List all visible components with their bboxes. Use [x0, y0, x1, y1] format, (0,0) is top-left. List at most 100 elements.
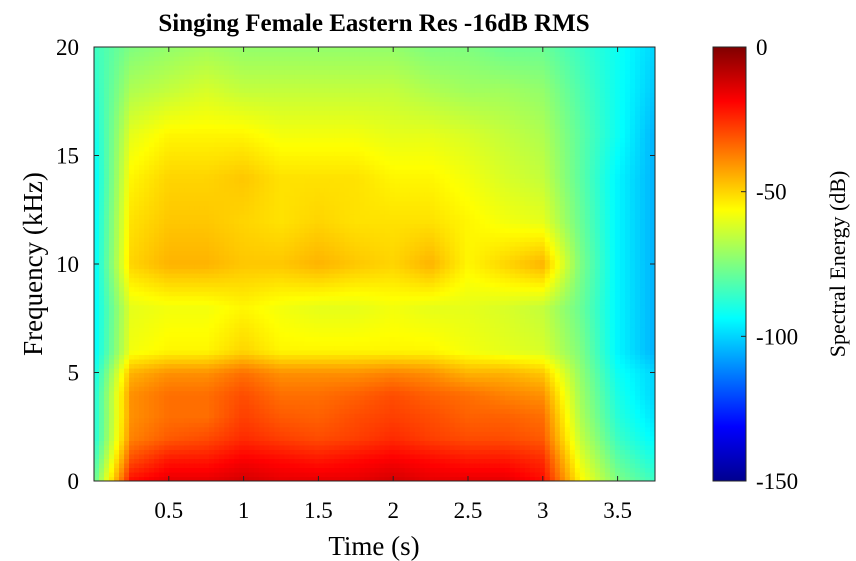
- heatmap-cell: [379, 453, 386, 459]
- heatmap-cell: [214, 417, 220, 423]
- heatmap-cell: [439, 318, 446, 324]
- heatmap-cell: [424, 399, 431, 405]
- heatmap-cell: [599, 444, 606, 450]
- heatmap-cell: [369, 440, 376, 446]
- heatmap-cell: [149, 417, 155, 423]
- heatmap-cell: [499, 453, 506, 459]
- heatmap-cell: [529, 417, 536, 423]
- heatmap-cell: [414, 399, 421, 405]
- heatmap-cell: [459, 471, 466, 478]
- heatmap-cell: [399, 345, 406, 351]
- heatmap-cell: [459, 462, 466, 469]
- heatmap-cell: [379, 336, 386, 342]
- heatmap-cell: [359, 417, 366, 423]
- heatmap-cell: [429, 458, 436, 464]
- heatmap-cell: [394, 327, 401, 333]
- heatmap-cell: [339, 340, 346, 346]
- heatmap-cell: [214, 381, 220, 387]
- heatmap-cell: [289, 404, 295, 410]
- heatmap-cell: [584, 345, 591, 351]
- heatmap-cell: [114, 358, 120, 365]
- heatmap-cell: [119, 381, 125, 387]
- heatmap-cell: [489, 449, 496, 455]
- heatmap-cell: [264, 404, 270, 410]
- heatmap-cell: [509, 390, 516, 396]
- heatmap-cell: [389, 318, 396, 324]
- heatmap-cell: [279, 304, 285, 310]
- heatmap-cell: [449, 449, 456, 455]
- heatmap-cell: [459, 458, 466, 464]
- heatmap-cell: [179, 349, 185, 356]
- heatmap-cell: [224, 476, 230, 481]
- heatmap-cell: [129, 345, 135, 351]
- heatmap-cell: [514, 458, 521, 464]
- heatmap-cell: [299, 309, 305, 315]
- heatmap-cell: [234, 444, 240, 450]
- heatmap-cell: [649, 426, 655, 432]
- heatmap-cell: [289, 345, 295, 351]
- heatmap-cell: [509, 286, 516, 292]
- heatmap-cell: [234, 422, 240, 428]
- heatmap-cell: [464, 318, 471, 324]
- heatmap-cell: [464, 363, 471, 369]
- heatmap-cell: [99, 336, 105, 342]
- heatmap-cell: [324, 422, 331, 428]
- heatmap-cell: [129, 291, 135, 297]
- heatmap-cell: [564, 453, 571, 459]
- heatmap-cell: [614, 318, 621, 324]
- heatmap-cell: [589, 467, 596, 473]
- heatmap-cell: [589, 313, 596, 319]
- heatmap-cell: [649, 453, 655, 459]
- heatmap-cell: [254, 386, 260, 392]
- heatmap-cell: [189, 363, 195, 369]
- heatmap-cell: [134, 413, 140, 419]
- heatmap-cell: [559, 309, 566, 315]
- heatmap-cell: [299, 440, 305, 446]
- heatmap-cell: [249, 386, 255, 392]
- heatmap-cell: [424, 327, 431, 333]
- heatmap-cell: [279, 453, 285, 459]
- heatmap-cell: [469, 444, 476, 450]
- heatmap-cell: [334, 291, 341, 297]
- heatmap-cell: [254, 349, 260, 356]
- heatmap-cell: [364, 476, 371, 481]
- heatmap-cell: [574, 354, 581, 360]
- heatmap-cell: [389, 331, 396, 337]
- heatmap-cell: [394, 440, 401, 446]
- heatmap-cell: [264, 417, 270, 423]
- heatmap-cell: [129, 277, 135, 283]
- heatmap-cell: [169, 458, 175, 464]
- heatmap-cell: [624, 377, 631, 383]
- heatmap-cell: [559, 422, 566, 428]
- heatmap-cell: [304, 399, 310, 405]
- heatmap-cell: [494, 372, 501, 378]
- heatmap-cell: [159, 449, 165, 455]
- heatmap-cell: [534, 435, 541, 441]
- heatmap-cell: [549, 363, 556, 369]
- heatmap-cell: [579, 395, 586, 401]
- heatmap-cell: [214, 444, 220, 450]
- heatmap-cell: [154, 458, 160, 464]
- heatmap-cell: [559, 291, 566, 297]
- heatmap-cell: [484, 471, 491, 478]
- heatmap-cell: [349, 417, 356, 423]
- heatmap-cell: [529, 322, 536, 328]
- heatmap-cell: [554, 408, 561, 414]
- heatmap-cell: [269, 349, 275, 356]
- heatmap-cell: [269, 295, 275, 301]
- heatmap-cell: [424, 462, 431, 469]
- heatmap-cell: [629, 358, 636, 365]
- heatmap-cell: [329, 322, 336, 328]
- heatmap-cell: [94, 345, 100, 351]
- heatmap-cell: [584, 286, 591, 292]
- heatmap-cell: [299, 386, 305, 392]
- heatmap-cell: [274, 408, 280, 414]
- heatmap-cell: [304, 340, 310, 346]
- heatmap-cell: [184, 440, 190, 446]
- heatmap-cell: [324, 462, 331, 469]
- heatmap-cell: [514, 467, 521, 473]
- heatmap-cell: [484, 449, 491, 455]
- heatmap-cell: [604, 399, 611, 405]
- heatmap-cell: [269, 345, 275, 351]
- heatmap-cell: [414, 390, 421, 396]
